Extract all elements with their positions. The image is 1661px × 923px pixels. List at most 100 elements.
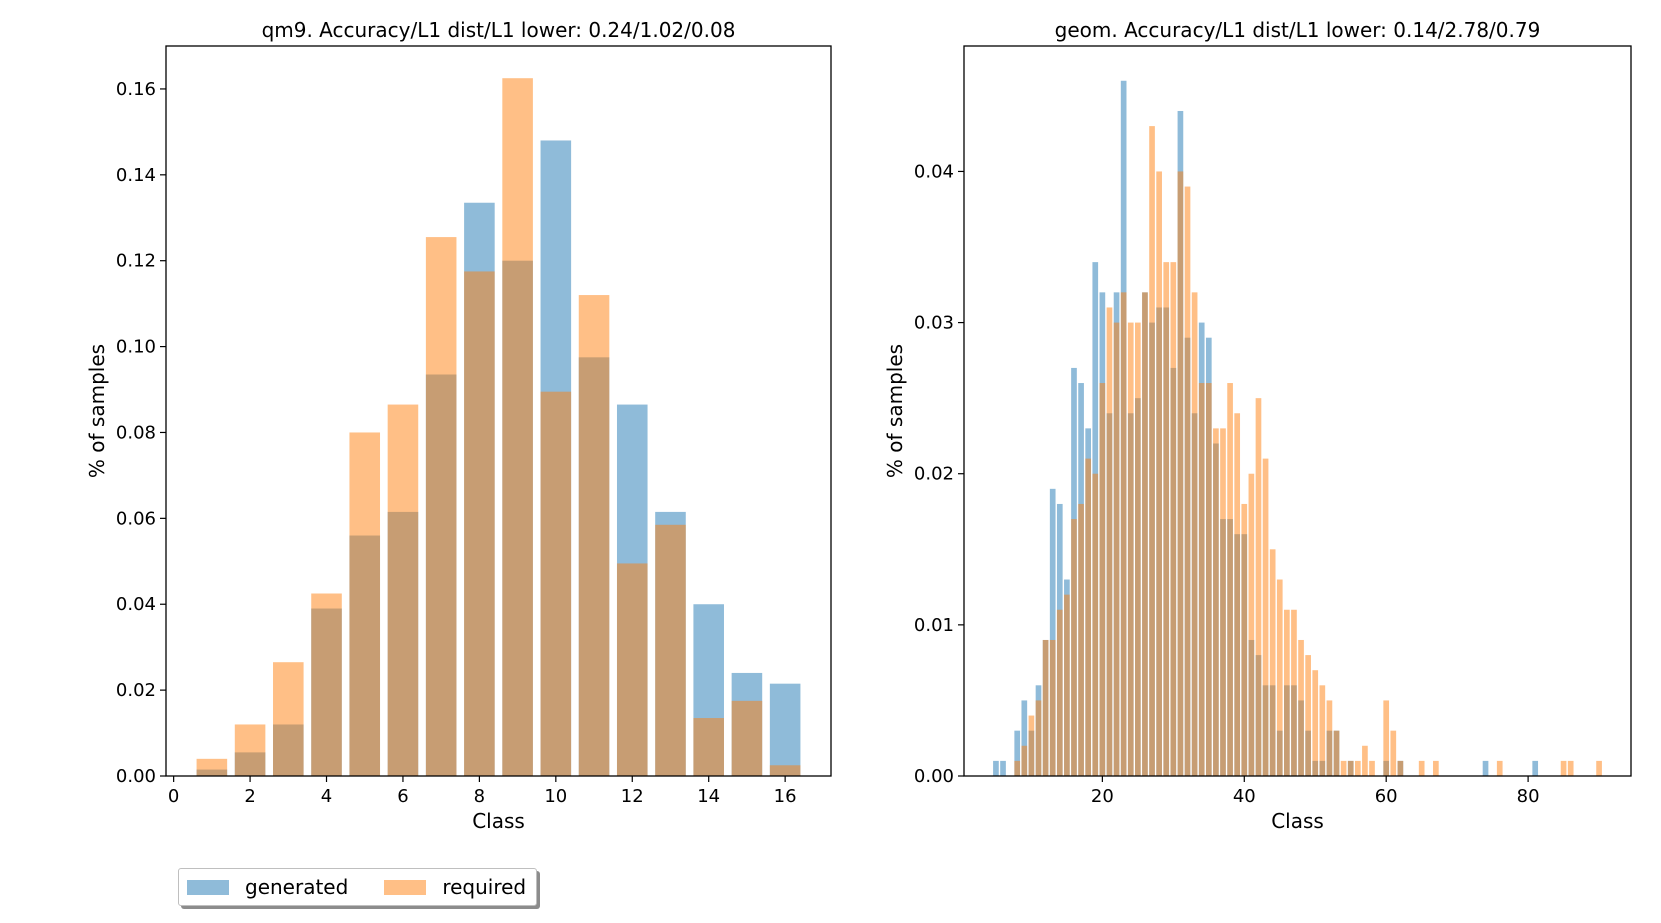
- qm9-ytick-label: 0.02: [116, 680, 156, 701]
- qm9-bar-required-6: [387, 404, 419, 776]
- geom-y-axis-label: % of samples: [883, 344, 907, 478]
- geom-bar-generated-13: [1049, 488, 1056, 776]
- qm9-bar-required-8: [464, 271, 495, 776]
- geom-ytick-label: 0.04: [914, 161, 954, 182]
- geom-bar-required-17: [1078, 503, 1084, 776]
- geom-bar-required-33: [1191, 292, 1198, 776]
- geom-bar-required-40: [1241, 503, 1248, 776]
- geom-bar-required-61: [1390, 730, 1397, 776]
- legend-item-required: required: [384, 875, 526, 899]
- geom-bar-required-32: [1184, 186, 1191, 776]
- legend-label-required: required: [442, 875, 527, 899]
- geom-bar-required-65: [1418, 760, 1425, 776]
- geom-bar-generated-74: [1482, 760, 1489, 776]
- geom-xtick-label: 20: [1091, 786, 1114, 807]
- qm9-ytick-label: 0.08: [116, 422, 156, 443]
- geom-axes-frame: [963, 45, 1632, 777]
- geom-bar-required-57: [1362, 745, 1368, 776]
- geom-bar-required-60: [1383, 700, 1390, 776]
- qm9-bar-required-11: [578, 295, 610, 776]
- qm9-xtick-label: 10: [544, 786, 567, 807]
- qm9-xtick-label: 2: [244, 786, 255, 807]
- qm9-bar-required-14: [693, 718, 724, 776]
- geom-bar-generated-9: [1021, 700, 1028, 776]
- geom-bar-required-53: [1333, 730, 1340, 776]
- geom-bar-required-27: [1149, 126, 1155, 777]
- geom-bar-required-39: [1234, 413, 1241, 776]
- geom-ytick-label: 0.01: [914, 615, 954, 636]
- geom-bar-required-37: [1220, 428, 1226, 776]
- qm9-bar-required-13: [655, 524, 686, 776]
- geom-bar-generated-8: [1014, 730, 1021, 776]
- geom-bar-required-21: [1106, 307, 1113, 776]
- geom-bar-required-44: [1269, 549, 1276, 776]
- geom-bar-generated-5: [993, 760, 999, 776]
- geom-bar-required-31: [1177, 171, 1184, 776]
- geom-bar-required-90: [1596, 760, 1602, 776]
- legend-swatch-generated: [187, 879, 229, 895]
- qm9-xtick-label: 6: [397, 786, 408, 807]
- geom-bar-required-43: [1262, 458, 1269, 776]
- qm9-ytick-label: 0.06: [116, 508, 156, 529]
- legend: generated required: [178, 868, 538, 906]
- geom-bar-required-52: [1326, 700, 1333, 776]
- qm9-ytick-label: 0.04: [116, 594, 156, 615]
- geom-bar-required-55: [1347, 760, 1354, 776]
- qm9-y-axis-label: % of samples: [85, 344, 109, 478]
- geom-bar-required-25: [1135, 322, 1141, 776]
- geom-bar-required-34: [1198, 383, 1205, 776]
- legend-label-generated: generated: [245, 875, 349, 899]
- geom-bar-required-9: [1021, 745, 1028, 776]
- geom-bar-required-10: [1028, 715, 1035, 776]
- qm9-bar-required-7: [425, 237, 457, 776]
- geom-bar-required-58: [1369, 760, 1375, 776]
- qm9-bar-required-16: [769, 765, 801, 776]
- qm9-xtick-label: 16: [774, 786, 797, 807]
- qm9-bar-required-1: [196, 758, 228, 776]
- geom-bar-required-54: [1340, 760, 1347, 776]
- geom-bar-required-11: [1035, 700, 1042, 776]
- qm9-xtick-label: 4: [321, 786, 332, 807]
- geom-bar-required-86: [1567, 760, 1574, 776]
- geom-bar-required-46: [1284, 609, 1290, 776]
- geom-bar-required-23: [1120, 292, 1127, 776]
- geom-bar-required-67: [1433, 760, 1439, 776]
- geom-chart: 20 40 60 80 0.00 0.01 0.02 0.03 0.04 geom. Accura…: [883, 18, 1632, 833]
- geom-bar-required-47: [1291, 609, 1297, 776]
- qm9-xtick-label: 12: [621, 786, 644, 807]
- geom-bar-required-28: [1156, 171, 1162, 776]
- geom-bar-required-49: [1305, 655, 1311, 776]
- qm9-bar-generated-16: [769, 683, 801, 776]
- geom-bar-required-76: [1496, 760, 1503, 776]
- qm9-x-axis-label: Class: [472, 809, 525, 833]
- geom-bar-required-42: [1255, 398, 1262, 776]
- qm9-ytick-label: 0.14: [116, 165, 156, 186]
- geom-bar-required-26: [1142, 292, 1148, 776]
- qm9-ytick-label: 0.12: [116, 251, 156, 272]
- qm9-ytick-label: 0.16: [116, 79, 156, 100]
- qm9-bar-required-10: [540, 391, 572, 776]
- geom-bar-required-56: [1354, 760, 1361, 776]
- geom-bar-required-48: [1298, 639, 1304, 776]
- qm9-ytick-label: 0.10: [116, 337, 156, 358]
- geom-bar-required-29: [1163, 262, 1170, 776]
- geom-xtick-label: 60: [1375, 786, 1398, 807]
- qm9-bar-required-15: [731, 700, 763, 776]
- qm9-xtick-label: 0: [168, 786, 179, 807]
- geom-ytick-label: 0.00: [914, 766, 954, 787]
- geom-bar-required-19: [1092, 473, 1099, 776]
- geom-bar-required-15: [1064, 594, 1070, 776]
- geom-bar-required-36: [1213, 428, 1219, 776]
- qm9-ytick-label: 0.00: [116, 766, 156, 787]
- geom-bar-generated-81: [1532, 760, 1539, 776]
- geom-bar-required-45: [1276, 579, 1283, 776]
- geom-bar-required-24: [1127, 322, 1134, 776]
- geom-bar-generated-6: [1000, 760, 1006, 776]
- geom-bar-required-8: [1014, 760, 1021, 776]
- geom-x-axis-label: Class: [1271, 809, 1324, 833]
- geom-bar-required-30: [1170, 262, 1177, 776]
- geom-bar-required-18: [1085, 458, 1092, 776]
- geom-bar-required-20: [1099, 383, 1106, 776]
- qm9-bar-required-3: [273, 662, 304, 776]
